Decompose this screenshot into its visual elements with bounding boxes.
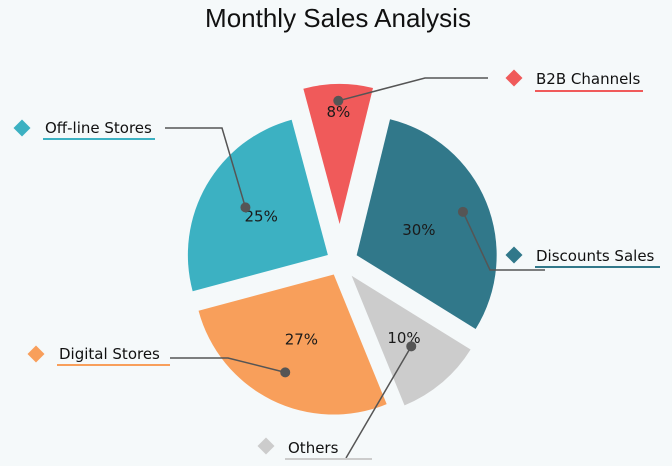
legend-marker-discounts-sales — [505, 246, 523, 264]
pie-label-digital-stores: 27% — [285, 331, 318, 349]
pie-slice-b2b-channels[interactable] — [303, 84, 373, 225]
pie-label-off-line-stores: 25% — [245, 208, 278, 226]
callout-line-discounts-sales — [462, 211, 545, 271]
legend-marker-digital-stores — [27, 345, 45, 363]
legend-label-digital-stores: Digital Stores — [59, 345, 160, 363]
callout-line-b2b-channels — [338, 77, 488, 102]
legend-marker-others — [257, 437, 275, 455]
pie-slice-digital-stores[interactable] — [198, 274, 387, 415]
pie-slices: 8%30%10%27%25% — [187, 84, 497, 415]
legend-label-discounts-sales: Discounts Sales — [536, 247, 655, 265]
pie-label-b2b-channels: 8% — [327, 103, 351, 121]
callout-line-off-line-stores — [165, 127, 247, 208]
callout-dot-discounts-sales — [457, 206, 468, 217]
pie-callouts: B2B Channels Discounts Sales Others Digital… — [13, 69, 660, 460]
callout-dot-b2b-channels — [333, 95, 344, 106]
chart-title: Monthly Sales Analysis — [205, 3, 471, 33]
legend-marker-b2b-channels — [505, 69, 523, 87]
legend-label-off-line-stores: Off-line Stores — [45, 119, 152, 137]
callout-line-others — [345, 345, 412, 459]
pie-label-discounts-sales: 30% — [402, 221, 435, 239]
legend-label-b2b-channels: B2B Channels — [536, 70, 640, 88]
callout-dot-others — [406, 341, 417, 352]
pie-slice-discounts-sales[interactable] — [356, 119, 497, 329]
legend-marker-off-line-stores — [13, 119, 31, 137]
callout-dot-off-line-stores — [240, 202, 251, 213]
pie-slice-off-line-stores[interactable] — [187, 119, 328, 292]
callout-dot-digital-stores — [280, 367, 291, 378]
legend-label-others: Others — [288, 439, 339, 457]
callout-line-digital-stores — [170, 357, 286, 374]
pie-slice-others[interactable] — [351, 275, 471, 406]
